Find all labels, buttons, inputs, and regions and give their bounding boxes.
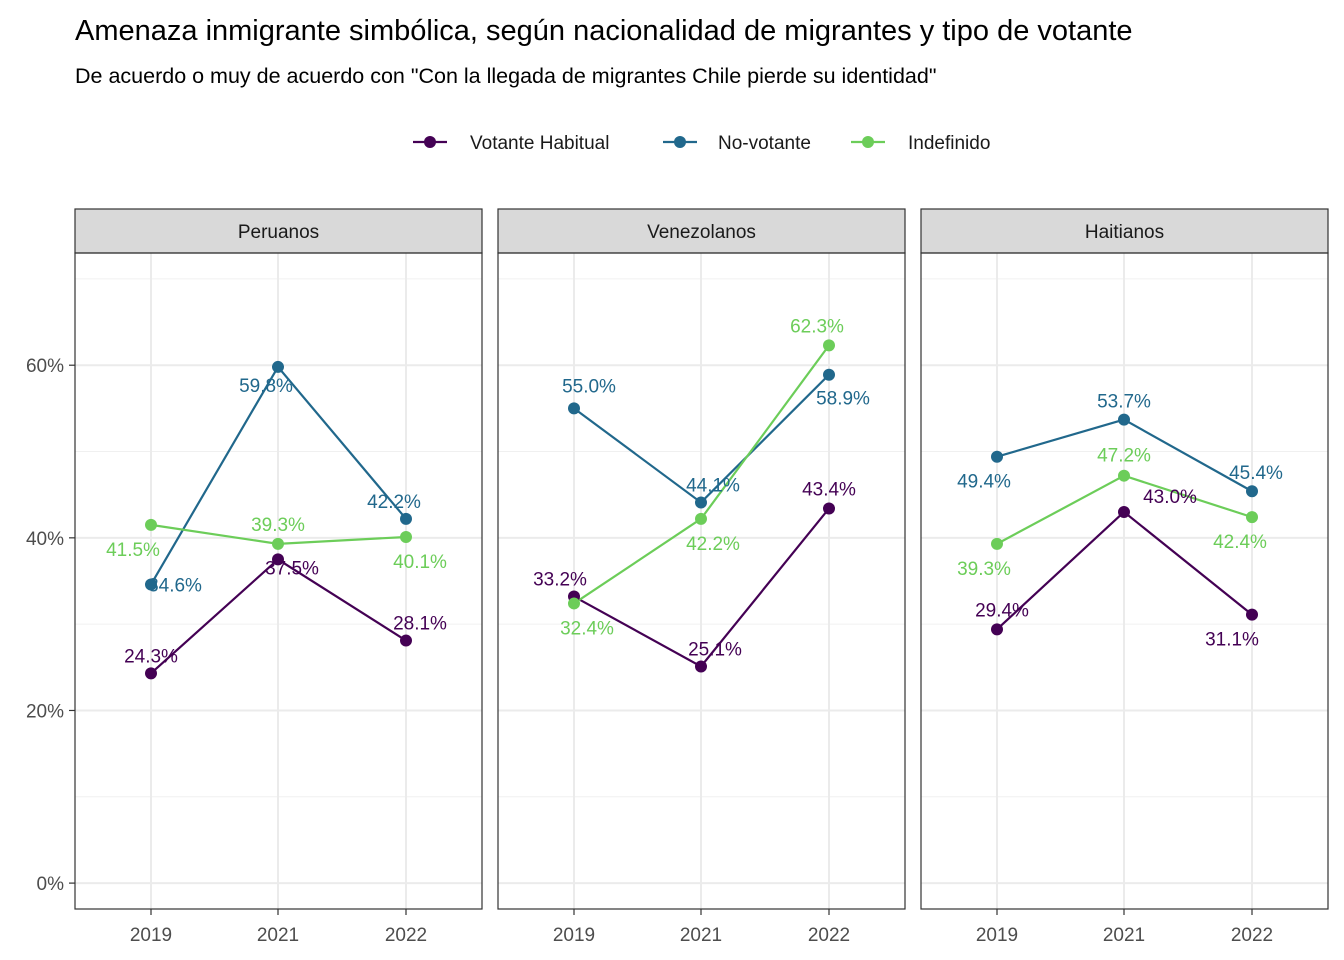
y-tick-label: 20%	[26, 701, 64, 722]
x-tick-label: 2022	[1231, 925, 1273, 946]
data-point	[145, 667, 157, 680]
data-label: 59.8%	[239, 376, 293, 397]
data-point	[823, 368, 835, 381]
data-point	[1246, 485, 1258, 498]
data-label: 33.2%	[533, 570, 587, 591]
data-label: 32.4%	[560, 618, 614, 639]
facet-panel-venezolanos: Venezolanos 2019 2021 2022 33.2% 25.1% 43.4% 55…	[497, 208, 906, 946]
x-tick-label: 2021	[1103, 925, 1145, 946]
data-point	[695, 512, 707, 525]
data-label: 43.0%	[1143, 487, 1197, 508]
facet-panels: Peruanos 2019 2021 2022 24.3% 37.5% 28.1% 34.6%…	[74, 208, 1329, 946]
x-tick-label: 2022	[808, 925, 850, 946]
data-label: 31.1%	[1205, 630, 1259, 651]
legend-label: Votante Habitual	[470, 133, 609, 154]
data-label: 49.4%	[957, 472, 1011, 493]
data-label: 34.6%	[148, 575, 202, 596]
data-label: 43.4%	[802, 479, 856, 500]
data-label: 58.9%	[816, 389, 870, 410]
data-label: 24.3%	[124, 646, 178, 667]
data-point	[1118, 413, 1130, 426]
x-tick-label: 2021	[680, 925, 722, 946]
data-label: 42.2%	[686, 534, 740, 555]
y-tick-label: 40%	[26, 529, 64, 550]
x-tick-label: 2019	[976, 925, 1018, 946]
data-point	[991, 623, 1003, 636]
data-label: 29.4%	[975, 600, 1029, 621]
data-label: 39.3%	[251, 515, 305, 536]
data-point	[400, 530, 412, 543]
data-point	[568, 402, 580, 415]
data-point	[145, 518, 157, 531]
data-point	[823, 502, 835, 515]
data-point	[272, 360, 284, 373]
x-tick-label: 2019	[130, 925, 172, 946]
facet-panel-peruanos: Peruanos 2019 2021 2022 24.3% 37.5% 28.1% 34.6%…	[74, 208, 483, 946]
data-label: 41.5%	[106, 540, 160, 561]
data-label: 47.2%	[1097, 446, 1151, 467]
chart-title: Amenaza inmigrante simbólica, según naci…	[75, 15, 1133, 47]
data-point	[400, 512, 412, 525]
data-label: 25.1%	[688, 639, 742, 660]
data-point	[991, 537, 1003, 550]
facet-strip	[497, 208, 906, 254]
facet-panel-haitianos: Haitianos 2019 2021 2022 29.4% 43.0% 31.1% 49.4…	[920, 208, 1329, 946]
data-point	[1246, 608, 1258, 621]
data-label: 39.3%	[957, 559, 1011, 580]
facet-strip	[920, 208, 1329, 254]
x-tick-label: 2022	[385, 925, 427, 946]
legend-point	[674, 136, 686, 148]
legend-label: No-votante	[718, 133, 811, 154]
x-tick-label: 2019	[553, 925, 595, 946]
data-point	[568, 597, 580, 610]
legend-item: Votante Habitual	[413, 133, 609, 154]
data-label: 37.5%	[265, 558, 319, 579]
data-label: 53.7%	[1097, 392, 1151, 413]
data-point	[1118, 505, 1130, 518]
data-point	[272, 537, 284, 550]
data-label: 62.3%	[790, 316, 844, 337]
facet-strip	[74, 208, 483, 254]
legend-point	[862, 136, 874, 148]
data-point	[145, 578, 157, 591]
data-label: 42.4%	[1213, 532, 1267, 553]
data-label: 45.4%	[1229, 463, 1283, 484]
data-point	[991, 450, 1003, 463]
data-label: 28.1%	[393, 614, 447, 635]
chart-subtitle: De acuerdo o muy de acuerdo con "Con la …	[75, 64, 936, 88]
legend-item: Indefinido	[851, 133, 990, 154]
y-tick-label: 60%	[26, 356, 64, 377]
y-tick-label: 0%	[37, 874, 65, 895]
legend: Votante Habitual No-votante Indefinido	[413, 133, 990, 154]
facet-label: Haitianos	[1085, 222, 1164, 243]
data-label: 42.2%	[367, 492, 421, 513]
facet-label: Venezolanos	[647, 222, 756, 243]
data-point	[695, 496, 707, 509]
legend-item: No-votante	[663, 133, 811, 154]
data-point	[695, 660, 707, 673]
data-point	[272, 553, 284, 566]
data-point	[400, 634, 412, 647]
data-label: 55.0%	[562, 376, 616, 397]
legend-point	[424, 136, 436, 148]
x-tick-label: 2021	[257, 925, 299, 946]
legend-label: Indefinido	[908, 133, 990, 154]
data-label: 40.1%	[393, 552, 447, 573]
data-point	[1246, 511, 1258, 524]
y-axis: 0% 20% 40% 60%	[26, 356, 75, 895]
data-point	[1118, 469, 1130, 482]
data-label: 44.1%	[686, 475, 740, 496]
data-point	[823, 339, 835, 352]
facet-label: Peruanos	[238, 222, 319, 243]
